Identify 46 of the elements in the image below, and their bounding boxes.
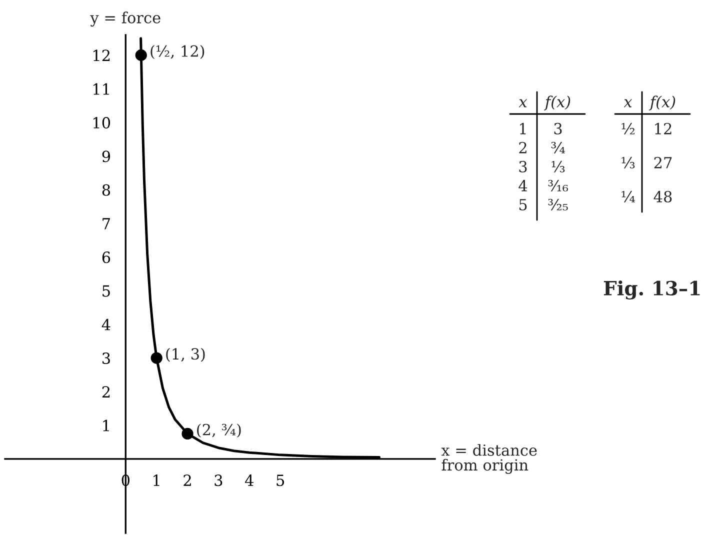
text: ³⁄₁₆: [548, 180, 568, 192]
x-tick-label: 3: [214, 474, 222, 486]
text: 2: [519, 142, 526, 154]
annotation: (2, ¾): [197, 424, 241, 438]
point: [135, 49, 147, 61]
y-tick-label: 6: [102, 252, 110, 264]
y-tick-label: 5: [102, 285, 110, 297]
text: f(x): [648, 96, 676, 110]
x-tick-label: 4: [245, 474, 254, 486]
y-tick-label: 3: [102, 352, 110, 364]
y-axis-title: y = force: [90, 12, 160, 27]
text: 3: [554, 122, 562, 134]
text: ¾: [551, 142, 565, 154]
text: 12: [655, 122, 672, 134]
x-tick-label: 5: [276, 474, 284, 486]
y-tick-label: 10: [93, 116, 110, 129]
text: x: [624, 99, 632, 108]
y-tick-label: 2: [102, 386, 110, 398]
text: 5: [519, 199, 527, 210]
text: 1: [520, 122, 526, 134]
text: 3: [519, 160, 527, 172]
text: ³⁄₂₅: [548, 198, 568, 210]
y-tick-label: 11: [93, 83, 109, 95]
annotation: (½, 12): [150, 45, 204, 60]
text: f(x): [544, 96, 570, 110]
text: 27: [654, 156, 672, 168]
text: ⅓: [622, 156, 635, 168]
y-tick-label: 8: [102, 184, 110, 196]
text: ½: [622, 122, 634, 134]
text: 48: [654, 190, 672, 202]
caption: Fig. 13–1: [604, 280, 700, 300]
point: [182, 428, 194, 440]
y-tick-label: 4: [102, 318, 110, 330]
text: ⅓: [552, 160, 565, 172]
y-tick-label: 1: [103, 420, 109, 432]
x-tick-label: 2: [184, 474, 191, 486]
text: ¼: [622, 190, 635, 202]
x-axis-title: x = distance from origin: [441, 444, 537, 474]
y-tick-label: 9: [102, 150, 110, 162]
x-tick-label: 1: [154, 474, 160, 486]
y-tick-label: 12: [93, 50, 110, 61]
annotation: (1, 3): [166, 348, 205, 362]
text: 4: [518, 180, 528, 192]
text: x: [518, 99, 528, 108]
point: [150, 352, 162, 364]
y-tick-label: 7: [102, 218, 110, 230]
